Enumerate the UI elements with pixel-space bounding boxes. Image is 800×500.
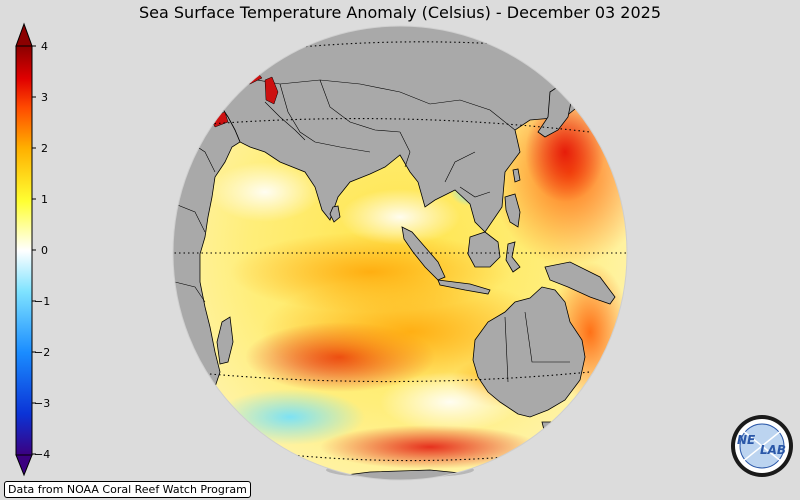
anomaly-neutral-region: [340, 189, 460, 245]
colorbar-tick: 4: [32, 40, 48, 53]
svg-text:−2: −2: [34, 346, 50, 359]
latitude-line: [209, 371, 591, 383]
svg-text:−1: −1: [34, 295, 50, 308]
philippines: [504, 193, 521, 228]
svg-text:−4: −4: [34, 448, 50, 461]
logo-text-right: LAB: [760, 443, 786, 457]
sulawesi: [505, 241, 521, 273]
map-title: Sea Surface Temperature Anomaly (Celsius…: [139, 3, 661, 22]
svg-text:2: 2: [41, 142, 48, 155]
country-borders: [173, 76, 570, 383]
colorbar-tick: −3: [32, 397, 50, 410]
globe-map: [172, 25, 628, 481]
svg-text:1: 1: [41, 193, 48, 206]
colorbar-gradient: [15, 45, 33, 456]
graticule: [173, 41, 627, 462]
data-credit: Data from NOAA Coral Reef Watch Program: [4, 481, 251, 498]
colorbar-tick: −2: [32, 346, 50, 359]
australia-landmass: [472, 286, 586, 418]
colorbar: 4 3 2 1 0 −1 −2 −3 −4: [15, 22, 50, 477]
taiwan: [512, 168, 521, 183]
colorbar-tick: −4: [32, 448, 50, 461]
logo-text-left: NE: [737, 433, 756, 447]
java: [437, 279, 491, 295]
anomaly-neutral-region: [210, 162, 320, 222]
sri-lanka: [329, 205, 341, 223]
madagascar: [216, 316, 234, 365]
nexlab-logo: NE LAB: [731, 415, 793, 477]
logo-cross-line: [741, 429, 783, 463]
colorbar-tick: −1: [32, 295, 50, 308]
colorbar-ticks: 4 3 2 1 0 −1 −2 −3 −4: [32, 40, 50, 461]
asia-landmass: [209, 26, 611, 233]
anomaly-hot-region: [320, 425, 540, 469]
anomaly-cool-region: [545, 422, 627, 462]
caspian-sea: [264, 76, 279, 105]
colorbar-top-extension: [15, 22, 33, 47]
anomaly-warm-region: [230, 232, 510, 312]
svg-text:0: 0: [41, 244, 48, 257]
colorbar-tick: 3: [32, 91, 48, 104]
sumatra: [401, 226, 446, 281]
globe-outline: [172, 25, 628, 481]
borneo: [467, 231, 501, 268]
colorbar-bottom-extension: [15, 454, 33, 477]
colorbar-tick: 2: [32, 142, 48, 155]
svg-text:3: 3: [41, 91, 48, 104]
latitude-line: [209, 118, 591, 133]
svg-text:4: 4: [41, 40, 48, 53]
colorbar-tick: 0: [32, 244, 48, 257]
svg-text:−3: −3: [34, 397, 50, 410]
anomaly-cool-region: [215, 389, 365, 445]
new-guinea: [544, 261, 616, 305]
colorbar-tick: 1: [32, 193, 48, 206]
globe-surface: [173, 26, 627, 480]
